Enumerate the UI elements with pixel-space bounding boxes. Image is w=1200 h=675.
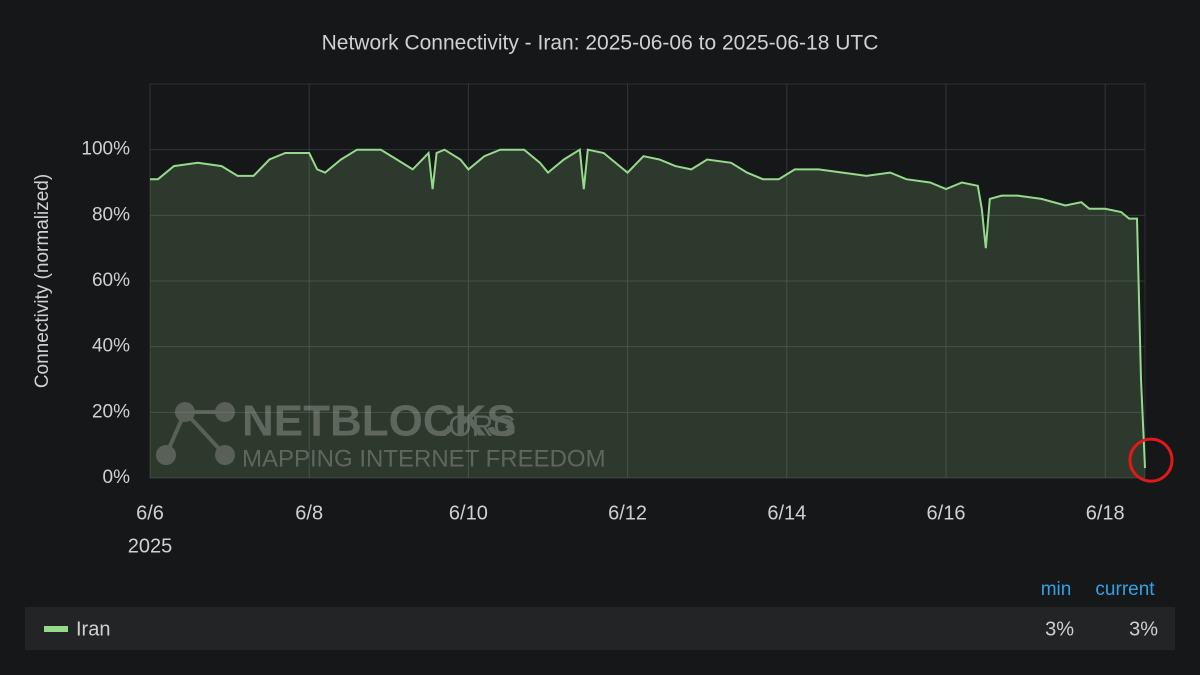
x-year-label: 2025 [128, 535, 173, 557]
y-tick-label: 100% [81, 139, 130, 160]
watermark-tagline: MAPPING INTERNET FREEDOM [242, 445, 606, 472]
x-tick-label: 6/6 [136, 502, 164, 524]
y-tick-label: 80% [92, 204, 130, 225]
watermark: NETBLOCKS .ORG MAPPING INTERNET FREEDOM [156, 397, 606, 472]
legend-header: current [1095, 579, 1155, 600]
y-axis-label: Connectivity (normalized) [32, 174, 53, 388]
y-tick-label: 40% [92, 336, 130, 357]
y-tick-label: 0% [103, 467, 131, 488]
x-tick-label: 6/16 [927, 502, 966, 524]
legend-label[interactable]: Iran [76, 618, 110, 640]
chart-title: Network Connectivity - Iran: 2025-06-06 … [322, 32, 879, 55]
x-tick-label: 6/14 [767, 502, 806, 524]
legend-value: 3% [1045, 618, 1074, 640]
watermark-suffix: .ORG [440, 410, 517, 443]
area [150, 149, 1145, 478]
line [150, 148, 1146, 469]
logo-dot [215, 445, 235, 465]
watermark-name: NETBLOCKS [242, 397, 516, 446]
legend-header: min [1041, 579, 1072, 600]
x-tick-label: 6/10 [449, 502, 488, 524]
legend-row [25, 607, 1175, 650]
logo-lines [164, 410, 227, 457]
highlight-circle [1128, 437, 1174, 483]
x-tick-label: 6/12 [608, 502, 647, 524]
logo-dot [215, 402, 235, 422]
legend-swatch [44, 626, 68, 632]
logo-dot [156, 445, 176, 465]
y-tick-label: 20% [92, 401, 130, 422]
x-tick-label: 6/18 [1086, 502, 1125, 524]
x-tick-label: 6/8 [295, 502, 323, 524]
legend-value: 3% [1129, 618, 1158, 640]
y-tick-label: 60% [92, 270, 130, 291]
logo-dot [175, 402, 195, 422]
